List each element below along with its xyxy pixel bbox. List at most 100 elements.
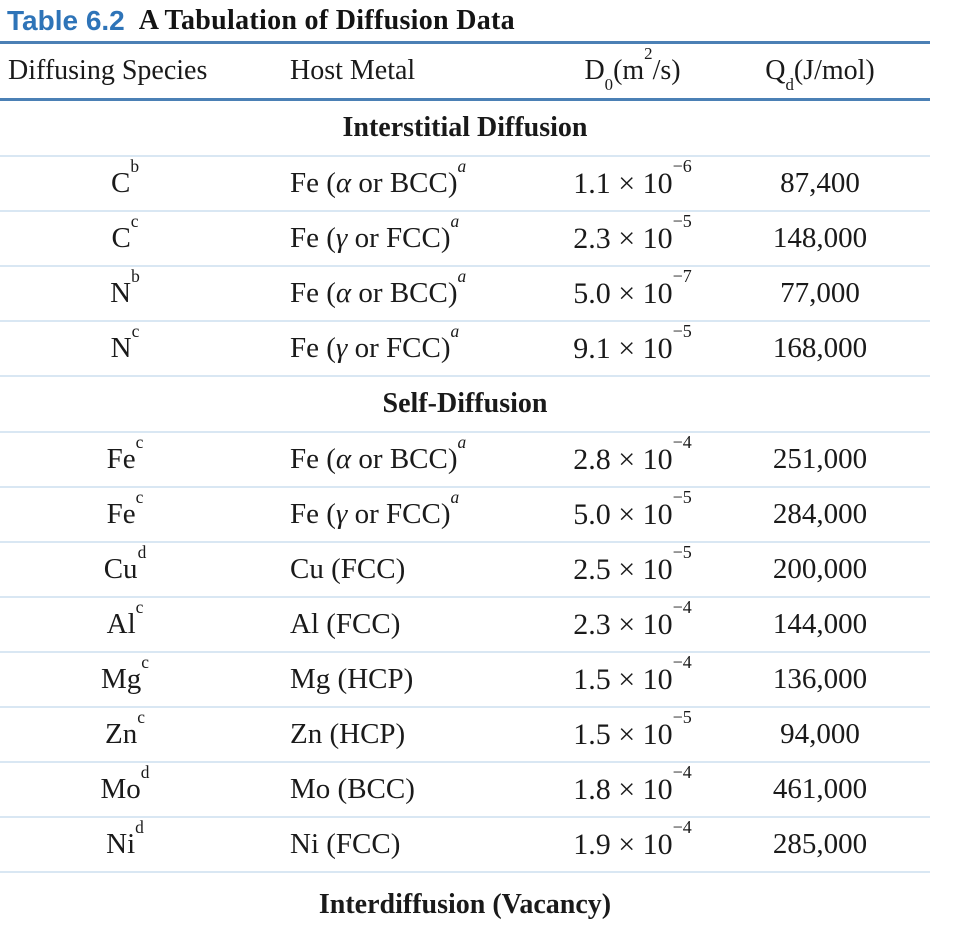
species-footnote-sup: b [131, 265, 140, 286]
cell-diffusing-species: Cc [0, 212, 250, 255]
species-symbol: C [111, 222, 131, 254]
cell-qd-value: 87,400 [780, 167, 860, 199]
cell-host-metal: Fe (γ or FCC)a [250, 212, 555, 255]
d0-exponent: −5 [672, 541, 692, 562]
cell-diffusing-species: Znc [0, 708, 250, 751]
cell-qd-value: 148,000 [772, 222, 868, 254]
host-pre: Fe ( [290, 277, 336, 309]
cell-d0-value: 9.1 × 10−5 [555, 322, 710, 366]
diffusion-data-table: Table 6.2 A Tabulation of Diffusion Data… [0, 4, 930, 936]
species-symbol: Fe [106, 498, 136, 530]
table-row: Nb Fe (α or BCC)a 5.0 × 10−7 77,000 [0, 265, 930, 320]
host-pre: Al (FCC) [290, 608, 401, 640]
host-greek-letter: γ [335, 332, 348, 364]
cell-d0-value: 1.9 × 10−4 [555, 818, 710, 862]
species-symbol: Ni [106, 828, 136, 860]
species-symbol: Fe [106, 443, 136, 475]
species-symbol: N [110, 332, 132, 364]
host-footnote-sup: a [450, 210, 460, 231]
d0-mantissa-base: 9.1 × 10 [573, 331, 673, 365]
d0-exponent: −7 [672, 265, 692, 286]
host-pre: Fe ( [290, 443, 336, 475]
cell-qd-value: 136,000 [772, 663, 868, 695]
cell-diffusing-species: Nc [0, 322, 250, 365]
table-row: Nid Ni (FCC) 1.9 × 10−4 285,000 [0, 816, 930, 871]
cell-qd-value: 284,000 [772, 498, 868, 530]
d0-subscript: 0 [604, 74, 614, 94]
cell-host-metal: Cu (FCC) [250, 553, 555, 586]
table-row: Fec Fe (γ or FCC)a 5.0 × 10−5 284,000 [0, 486, 930, 541]
host-pre: Fe ( [290, 332, 336, 364]
cell-host-metal: Fe (α or BCC)a [250, 433, 555, 476]
host-pre: Zn (HCP) [290, 718, 406, 750]
cell-d0-value: 1.5 × 10−4 [555, 653, 710, 697]
d0-mantissa-base: 1.9 × 10 [573, 827, 673, 861]
table-title-text: A Tabulation of Diffusion Data [138, 4, 515, 36]
species-footnote-sup: d [140, 761, 150, 782]
species-symbol: Mg [100, 663, 142, 695]
table-row: Fec Fe (α or BCC)a 2.8 × 10−4 251,000 [0, 431, 930, 486]
cell-d0-value: 2.8 × 10−4 [555, 433, 710, 477]
species-footnote-sup: c [130, 210, 139, 231]
cell-diffusing-species: Mgc [0, 653, 250, 696]
d0-exponent: −4 [672, 431, 692, 452]
cell-d0-value: 2.3 × 10−5 [555, 212, 710, 256]
cell-qd-value: 168,000 [772, 332, 868, 364]
d0-mantissa-base: 1.5 × 10 [573, 662, 673, 696]
species-footnote-sup: c [135, 486, 144, 507]
species-footnote-sup: c [141, 651, 150, 672]
cell-qd-value: 461,000 [772, 773, 868, 805]
host-post: or BCC) [351, 277, 458, 309]
d0-exponent: −5 [672, 320, 692, 341]
cell-d0-value: 5.0 × 10−7 [555, 267, 710, 311]
cell-d0-value: 2.5 × 10−5 [555, 543, 710, 587]
host-pre: Fe ( [290, 167, 336, 199]
column-header-row: Diffusing Species Host Metal D0(m2/s) Qd… [0, 44, 930, 101]
d0-exponent: −5 [672, 210, 692, 231]
host-footnote-sup: a [450, 320, 460, 341]
species-footnote-sup: c [137, 706, 145, 727]
host-footnote-sup: a [457, 431, 467, 452]
d0-exponent: −6 [672, 155, 692, 176]
cell-diffusing-species: Fec [0, 433, 250, 476]
cell-diffusing-species: Cud [0, 543, 250, 586]
d0-mantissa-base: 1.1 × 10 [573, 166, 673, 200]
d0-exponent: −5 [672, 706, 692, 727]
species-footnote-sup: d [137, 541, 147, 562]
d0-symbol: D [584, 55, 605, 86]
cell-host-metal: Fe (α or BCC)a [250, 267, 555, 310]
cell-diffusing-species: Alc [0, 598, 250, 641]
host-post: or FCC) [347, 332, 451, 364]
host-post: or FCC) [347, 498, 451, 530]
table-body: Interstitial Diffusion Cb Fe (α or BCC)a… [0, 101, 930, 936]
species-footnote-sup: d [135, 816, 144, 837]
cell-host-metal: Mo (BCC) [250, 773, 555, 806]
host-greek-letter: α [335, 443, 352, 475]
section-header-row: Self-Diffusion [0, 375, 930, 431]
d0-exponent: −4 [672, 761, 692, 782]
host-greek-letter: α [335, 167, 352, 199]
cell-host-metal: Fe (α or BCC)a [250, 157, 555, 200]
cell-diffusing-species: Fec [0, 488, 250, 531]
host-greek-letter: γ [335, 222, 348, 254]
table-row: Alc Al (FCC) 2.3 × 10−4 144,000 [0, 596, 930, 651]
table-row: Nc Fe (γ or FCC)a 9.1 × 10−5 168,000 [0, 320, 930, 375]
cell-host-metal: Fe (γ or FCC)a [250, 322, 555, 365]
section-title: Self-Diffusion [382, 388, 548, 419]
cell-d0-value: 1.8 × 10−4 [555, 763, 710, 807]
species-symbol: Zn [105, 718, 138, 750]
d0-mantissa-base: 5.0 × 10 [573, 276, 673, 310]
table-row: Cc Fe (γ or FCC)a 2.3 × 10−5 148,000 [0, 210, 930, 265]
cell-diffusing-species: Cb [0, 157, 250, 200]
cell-host-metal: Mg (HCP) [250, 663, 555, 696]
host-pre: Fe ( [290, 222, 336, 254]
cell-qd-value: 94,000 [780, 718, 860, 750]
species-symbol: Cu [103, 553, 138, 585]
host-greek-letter: γ [335, 498, 348, 530]
d0-mantissa-base: 2.8 × 10 [573, 442, 673, 476]
cell-qd-value: 200,000 [772, 553, 868, 585]
column-header-diffusing-species: Diffusing Species [8, 55, 208, 86]
d0-exponent: −4 [672, 651, 692, 672]
cell-d0-value: 2.3 × 10−4 [555, 598, 710, 642]
host-pre: Fe ( [290, 498, 336, 530]
